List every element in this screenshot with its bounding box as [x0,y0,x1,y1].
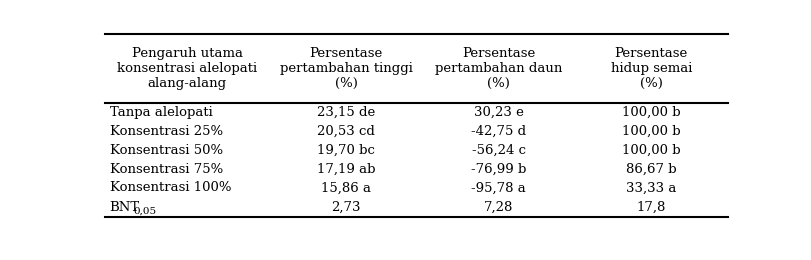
Text: Persentase
pertambahan daun
(%): Persentase pertambahan daun (%) [435,47,562,90]
Text: 100,00 b: 100,00 b [621,106,680,119]
Text: BNT: BNT [109,201,139,214]
Text: 30,23 e: 30,23 e [473,106,523,119]
Text: 0,05: 0,05 [133,207,157,216]
Text: -95,78 a: -95,78 a [470,181,526,194]
Text: Konsentrasi 100%: Konsentrasi 100% [109,181,231,194]
Text: Tanpa alelopati: Tanpa alelopati [109,106,212,119]
Text: Konsentrasi 50%: Konsentrasi 50% [109,144,222,157]
Text: 33,33 a: 33,33 a [625,181,676,194]
Text: Pengaruh utama
konsentrasi alelopati
alang-alang: Pengaruh utama konsentrasi alelopati ala… [117,47,257,90]
Text: -76,99 b: -76,99 b [470,162,526,176]
Text: Persentase
pertambahan tinggi
(%): Persentase pertambahan tinggi (%) [279,47,412,90]
Text: 7,28: 7,28 [483,201,513,214]
Text: 2,73: 2,73 [331,201,360,214]
Text: 19,70 bc: 19,70 bc [317,144,375,157]
Text: Konsentrasi 75%: Konsentrasi 75% [109,162,222,176]
Text: 100,00 b: 100,00 b [621,144,680,157]
Text: Konsentrasi 25%: Konsentrasi 25% [109,125,222,138]
Text: 17,8: 17,8 [636,201,665,214]
Text: -56,24 c: -56,24 c [471,144,525,157]
Text: 23,15 de: 23,15 de [316,106,375,119]
Text: 100,00 b: 100,00 b [621,125,680,138]
Text: 86,67 b: 86,67 b [625,162,676,176]
Text: Persentase
hidup semai
(%): Persentase hidup semai (%) [610,47,691,90]
Text: -42,75 d: -42,75 d [470,125,526,138]
Text: 20,53 cd: 20,53 cd [317,125,375,138]
Text: 17,19 ab: 17,19 ab [316,162,375,176]
Text: 15,86 a: 15,86 a [320,181,371,194]
